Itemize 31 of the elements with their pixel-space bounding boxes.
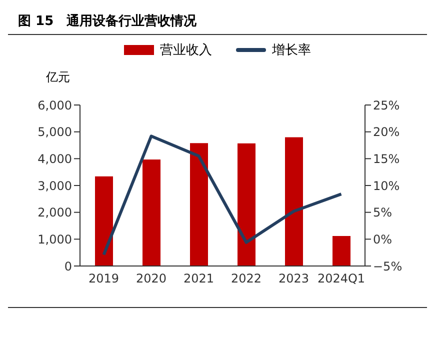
bar: [95, 176, 113, 266]
y-tick-label: 5,000: [38, 125, 72, 140]
bar: [332, 236, 350, 266]
y-tick-label: 4,000: [38, 152, 72, 166]
bar: [142, 159, 160, 266]
x-tick-label: 2020: [136, 272, 167, 286]
y2-tick-label: 25%: [373, 98, 400, 112]
x-tick-label: 2019: [88, 272, 120, 286]
y-tick-label: 3,000: [38, 178, 72, 193]
bar: [285, 137, 303, 266]
legend-label: 增长率: [272, 42, 311, 59]
x-tick-label: 2024Q1: [317, 272, 366, 286]
y-tick-label: 0: [64, 259, 72, 274]
y2-tick-label: 20%: [373, 125, 400, 140]
y2-tick-label: 15%: [373, 152, 400, 166]
y-axis-title: 亿元: [46, 69, 70, 86]
y2-tick-label: 5%: [373, 206, 392, 220]
y-tick-label: 1,000: [38, 232, 72, 246]
y-tick-label: 2,000: [38, 206, 72, 220]
y2-tick-label: 10%: [373, 178, 400, 193]
x-tick-label: 2021: [183, 272, 214, 286]
legend-label: 营业收入: [160, 42, 212, 59]
y-tick-label: 6,000: [38, 98, 72, 112]
x-tick-label: 2022: [230, 272, 262, 286]
y2-tick-label: 0%: [373, 232, 392, 246]
bar: [238, 143, 256, 266]
y2-tick-label: −5%: [373, 259, 402, 274]
line-series: [102, 134, 343, 256]
x-tick-label: 2023: [278, 272, 310, 286]
bar: [190, 143, 208, 266]
chart-title: 图 15 通用设备行业营收情况: [8, 8, 427, 35]
